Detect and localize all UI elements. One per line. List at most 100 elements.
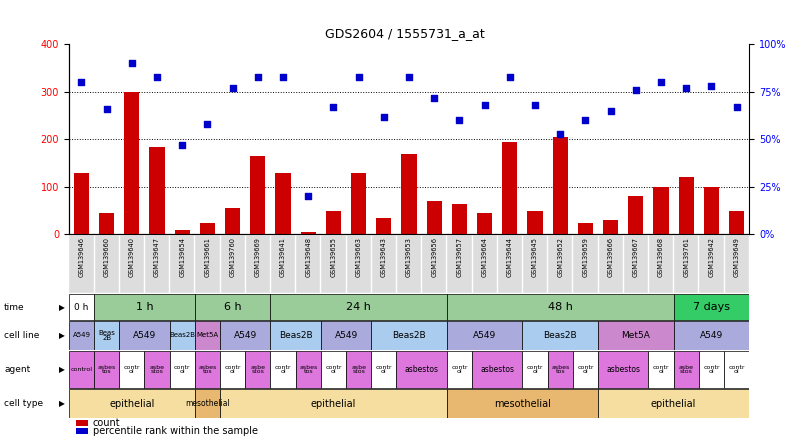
Text: Beas2B: Beas2B [169,333,195,338]
FancyBboxPatch shape [296,351,321,388]
Text: GSM139653: GSM139653 [406,238,412,277]
Text: 1 h: 1 h [135,302,153,312]
FancyBboxPatch shape [523,235,547,293]
Text: contr
ol: contr ol [224,365,241,374]
Bar [200,222,215,234]
Point [554,130,567,137]
Point [680,84,693,91]
FancyBboxPatch shape [69,321,94,349]
Bar [326,210,341,234]
Text: percentile rank within the sample: percentile rank within the sample [92,427,258,436]
FancyBboxPatch shape [321,321,371,349]
Text: GSM139668: GSM139668 [658,238,664,278]
Text: Met5A: Met5A [621,331,650,340]
Bar [250,156,266,234]
FancyBboxPatch shape [94,321,119,349]
Point [201,121,214,128]
Text: contr
ol: contr ol [578,365,594,374]
Point [629,87,642,94]
Text: 24 h: 24 h [346,302,371,312]
Text: agent: agent [4,365,30,374]
FancyBboxPatch shape [70,235,93,293]
FancyBboxPatch shape [271,235,295,293]
Bar [578,222,593,234]
Text: ▶: ▶ [59,331,65,340]
Text: GSM139666: GSM139666 [608,238,614,278]
FancyBboxPatch shape [447,235,471,293]
Point [730,103,743,111]
Bar [175,230,190,234]
Text: contr
ol: contr ol [376,365,392,374]
FancyBboxPatch shape [599,235,623,293]
Text: contr
ol: contr ol [653,365,669,374]
Text: cell type: cell type [4,399,43,408]
Text: asbes
tos: asbes tos [198,365,216,374]
Bar [75,428,88,434]
Bar [225,208,241,234]
Bar [301,232,316,234]
Bar [502,142,518,234]
Bar [477,213,492,234]
Text: GSM139659: GSM139659 [582,238,588,277]
Text: asbe
stos: asbe stos [352,365,366,374]
Bar [402,154,416,234]
Text: asbe
stos: asbe stos [250,365,266,374]
Bar [74,173,89,234]
FancyBboxPatch shape [725,235,748,293]
Bar [99,213,114,234]
Text: GSM139652: GSM139652 [557,238,563,278]
Text: Met5A: Met5A [196,333,219,338]
Point [478,102,491,109]
Text: GSM139643: GSM139643 [381,238,387,277]
Point [377,113,390,120]
Point [503,73,516,80]
Point [302,193,315,200]
Point [151,73,164,80]
Point [126,60,139,67]
FancyBboxPatch shape [170,235,194,293]
FancyBboxPatch shape [169,351,195,388]
FancyBboxPatch shape [321,351,346,388]
FancyBboxPatch shape [447,321,522,349]
Text: GSM139649: GSM139649 [734,238,740,277]
FancyBboxPatch shape [69,294,94,320]
FancyBboxPatch shape [674,321,749,349]
FancyBboxPatch shape [371,321,447,349]
FancyBboxPatch shape [69,389,195,418]
FancyBboxPatch shape [372,235,396,293]
FancyBboxPatch shape [195,351,220,388]
FancyBboxPatch shape [522,351,548,388]
Text: GSM139645: GSM139645 [532,238,538,278]
Text: A549: A549 [473,331,497,340]
Text: contr
ol: contr ol [325,365,342,374]
FancyBboxPatch shape [573,235,598,293]
Text: epithelial: epithelial [651,399,697,408]
Text: GSM139667: GSM139667 [633,238,639,278]
FancyBboxPatch shape [598,321,674,349]
Text: 6 h: 6 h [224,302,241,312]
FancyBboxPatch shape [95,235,119,293]
FancyBboxPatch shape [447,294,674,320]
Text: GSM139660: GSM139660 [104,238,109,278]
FancyBboxPatch shape [144,351,169,388]
Text: GSM139663: GSM139663 [356,238,361,277]
Point [276,73,289,80]
Text: GSM139661: GSM139661 [204,238,211,277]
Point [403,73,416,80]
Text: contr
ol: contr ol [526,365,544,374]
Point [75,79,88,86]
Text: time: time [4,303,24,312]
Text: asbe
stos: asbe stos [679,365,693,374]
Text: mesothelial: mesothelial [185,399,230,408]
Text: Beas2B: Beas2B [279,331,313,340]
FancyBboxPatch shape [649,351,674,388]
FancyBboxPatch shape [674,235,698,293]
Text: Beas
2B: Beas 2B [98,329,115,341]
FancyBboxPatch shape [195,321,220,349]
Text: asbe
stos: asbe stos [150,365,164,374]
Text: GSM139642: GSM139642 [709,238,714,278]
Text: contr
ol: contr ol [275,365,292,374]
FancyBboxPatch shape [145,235,169,293]
FancyBboxPatch shape [522,321,598,349]
Text: asbestos: asbestos [480,365,514,374]
